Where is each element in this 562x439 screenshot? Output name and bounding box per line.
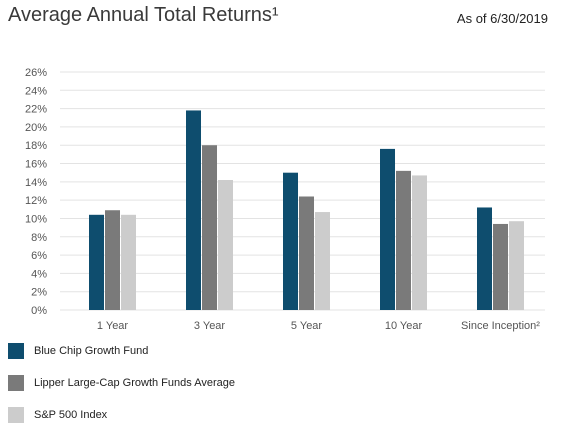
y-tick-label: 4% — [31, 268, 47, 280]
y-tick-label: 2% — [31, 287, 47, 299]
bar-fund — [89, 214, 104, 310]
bar-fund — [380, 148, 395, 310]
y-tick-label: 0% — [31, 305, 47, 317]
x-tick-label: Since Inception² — [461, 320, 540, 332]
bar-sp500 — [121, 214, 136, 310]
legend-label-fund: Blue Chip Growth Fund — [34, 345, 149, 357]
bar-sp500 — [218, 180, 233, 310]
bar-lipper — [299, 196, 314, 310]
legend-swatch-lipper — [8, 375, 24, 391]
bar-sp500 — [315, 212, 330, 310]
legend-item-sp500: S&P 500 Index — [8, 407, 235, 423]
legend-item-lipper: Lipper Large-Cap Growth Funds Average — [8, 375, 235, 391]
chart-legend: Blue Chip Growth Fund Lipper Large-Cap G… — [8, 343, 235, 439]
y-tick-label: 18% — [25, 140, 47, 152]
bar-lipper — [105, 210, 120, 310]
x-tick-label: 3 Year — [194, 320, 226, 332]
bar-sp500 — [509, 221, 524, 310]
y-tick-label: 6% — [31, 250, 47, 262]
y-tick-label: 12% — [25, 195, 47, 207]
bar-lipper — [202, 145, 217, 310]
x-tick-label: 5 Year — [291, 320, 323, 332]
y-tick-label: 14% — [25, 177, 47, 189]
y-tick-label: 16% — [25, 159, 47, 171]
y-tick-label: 8% — [31, 232, 47, 244]
returns-bar-chart: 0% 2% 4% 6% 8% 10% 12% 14% 16% 18% 20% 22% 24% 26% 1 … — [25, 67, 545, 332]
y-tick-label: 10% — [25, 213, 47, 225]
y-tick-label: 26% — [25, 67, 47, 79]
legend-label-lipper: Lipper Large-Cap Growth Funds Average — [34, 377, 235, 389]
y-tick-label: 20% — [25, 122, 47, 134]
y-tick-label: 22% — [25, 104, 47, 116]
bar-fund — [186, 110, 201, 310]
legend-swatch-fund — [8, 343, 24, 359]
bar-sp500 — [412, 175, 427, 310]
as-of-date: As of 6/30/2019 — [456, 11, 548, 26]
bar-lipper — [396, 170, 411, 310]
x-tick-label: 10 Year — [385, 320, 423, 332]
x-tick-label: 1 Year — [97, 320, 129, 332]
chart-title: Average Annual Total Returns¹ — [8, 4, 279, 26]
bar-lipper — [493, 223, 508, 310]
legend-swatch-sp500 — [8, 407, 24, 423]
bar-fund — [477, 207, 492, 310]
y-tick-label: 24% — [25, 85, 47, 97]
legend-item-fund: Blue Chip Growth Fund — [8, 343, 235, 359]
bar-fund — [283, 172, 298, 310]
legend-label-sp500: S&P 500 Index — [34, 409, 108, 421]
